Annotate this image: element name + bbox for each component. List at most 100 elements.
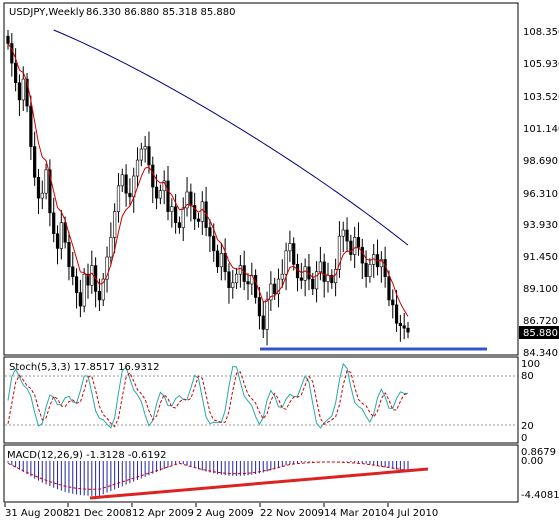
candle-body bbox=[364, 262, 368, 277]
candle-body bbox=[109, 237, 113, 258]
fast-moving-average-line bbox=[7, 43, 409, 317]
candle-body bbox=[193, 205, 197, 220]
macd-tick-label: 0.8679 bbox=[521, 447, 556, 458]
price-axis: 108.350 105.930 103.520 101.140 98.690 9… bbox=[519, 27, 559, 359]
macd-trend-line bbox=[89, 467, 429, 500]
candle-body bbox=[273, 283, 277, 295]
current-price-label: 85.880 bbox=[523, 328, 558, 339]
candle-body bbox=[379, 259, 383, 268]
stoch-tick-label: 20 bbox=[521, 421, 534, 432]
candle-body bbox=[360, 246, 364, 264]
candle-body bbox=[97, 291, 102, 301]
stoch-signal-line bbox=[7, 369, 409, 428]
candle-body bbox=[246, 281, 250, 285]
candle-body bbox=[341, 229, 345, 237]
candle-body bbox=[391, 299, 395, 306]
candle-body bbox=[337, 235, 342, 270]
candle-body bbox=[276, 278, 281, 295]
candle-body bbox=[52, 212, 56, 234]
candle-body bbox=[67, 241, 71, 268]
candle-body bbox=[14, 62, 18, 84]
price-tick-label: 93.930 bbox=[523, 220, 558, 231]
price-tick-label: 105.930 bbox=[523, 59, 559, 70]
candle-body bbox=[288, 243, 292, 252]
candle-body bbox=[120, 174, 124, 187]
price-tick-label: 98.690 bbox=[523, 156, 558, 167]
stoch-pane-frame bbox=[3, 356, 519, 444]
candle-body bbox=[208, 227, 212, 237]
stoch-title: Stoch(5,3,3) 17.8517 16.9312 bbox=[9, 362, 160, 373]
candle-body bbox=[311, 278, 315, 290]
macd-tick-label: 0.00 bbox=[521, 456, 543, 467]
candle-body bbox=[261, 315, 265, 330]
candle-body bbox=[6, 35, 10, 44]
candle-body bbox=[231, 282, 235, 288]
candle-body bbox=[185, 191, 189, 209]
candle-body bbox=[143, 146, 147, 150]
candle-body bbox=[116, 185, 121, 212]
candle-body bbox=[189, 191, 193, 206]
current-price-marker bbox=[519, 326, 559, 339]
candle-body bbox=[353, 237, 357, 255]
price-tick-label: 84.340 bbox=[523, 348, 558, 359]
candle-body bbox=[406, 327, 410, 333]
candle-body bbox=[154, 186, 159, 199]
candle-body bbox=[21, 78, 25, 101]
macd-title: MACD(12,26,9) -1.3128 -0.6192 bbox=[7, 450, 167, 461]
time-tick-label: 12 Apr 2009 bbox=[132, 508, 194, 519]
candle-body bbox=[128, 192, 132, 198]
candle-body bbox=[166, 180, 170, 212]
candle-body bbox=[318, 261, 322, 273]
price-pane-frame bbox=[3, 2, 519, 356]
candle-body bbox=[10, 43, 14, 64]
candle-body bbox=[234, 273, 239, 284]
candle-body bbox=[295, 264, 300, 279]
time-tick-label: 31 Aug 2008 bbox=[5, 508, 69, 519]
candle-body bbox=[326, 275, 330, 282]
candle-body bbox=[356, 237, 361, 248]
candle-body bbox=[227, 271, 231, 288]
candle-body bbox=[238, 265, 242, 275]
macd-tick-label: -4.4081 bbox=[521, 490, 559, 501]
price-tick-label: 108.350 bbox=[523, 27, 559, 38]
candle-body bbox=[82, 273, 86, 307]
ohlc-label: 86.330 86.880 85.318 85.880 bbox=[86, 7, 236, 18]
price-tick-label: 86.720 bbox=[523, 316, 558, 327]
candle-body bbox=[59, 222, 63, 249]
macd-signal-line bbox=[7, 461, 409, 490]
candle-body bbox=[314, 271, 319, 290]
candle-body bbox=[303, 266, 307, 281]
candle-body bbox=[242, 265, 246, 282]
candle-body bbox=[368, 264, 372, 277]
candle-body bbox=[254, 275, 258, 298]
price-tick-label: 101.140 bbox=[523, 124, 559, 135]
candle-body bbox=[48, 169, 52, 214]
candle-body bbox=[86, 273, 90, 286]
candle-body bbox=[284, 250, 288, 275]
candle-body bbox=[74, 276, 79, 293]
candle-body bbox=[139, 148, 143, 161]
candle-body bbox=[181, 207, 185, 228]
candle-body bbox=[158, 190, 162, 199]
candle-body bbox=[151, 164, 155, 188]
price-tick-label: 103.520 bbox=[523, 92, 559, 103]
candle-body bbox=[78, 292, 82, 307]
candle-body bbox=[177, 222, 182, 228]
macd-pane-frame bbox=[3, 444, 519, 503]
candle-body bbox=[394, 304, 399, 324]
time-tick-label: 14 Mar 2010 bbox=[324, 508, 387, 519]
stoch-tick-label: 80 bbox=[521, 371, 534, 382]
price-tick-label: 96.310 bbox=[523, 189, 558, 200]
candle-body bbox=[17, 82, 22, 101]
candle-body bbox=[387, 276, 391, 301]
candle-body bbox=[280, 273, 284, 280]
candle-body bbox=[349, 240, 353, 255]
candle-body bbox=[101, 278, 105, 301]
price-candles bbox=[6, 30, 410, 346]
candle-body bbox=[29, 105, 33, 147]
candle-body bbox=[33, 146, 37, 178]
slow-moving-average-line bbox=[53, 29, 409, 246]
stoch-tick-label: 0 bbox=[521, 433, 527, 444]
